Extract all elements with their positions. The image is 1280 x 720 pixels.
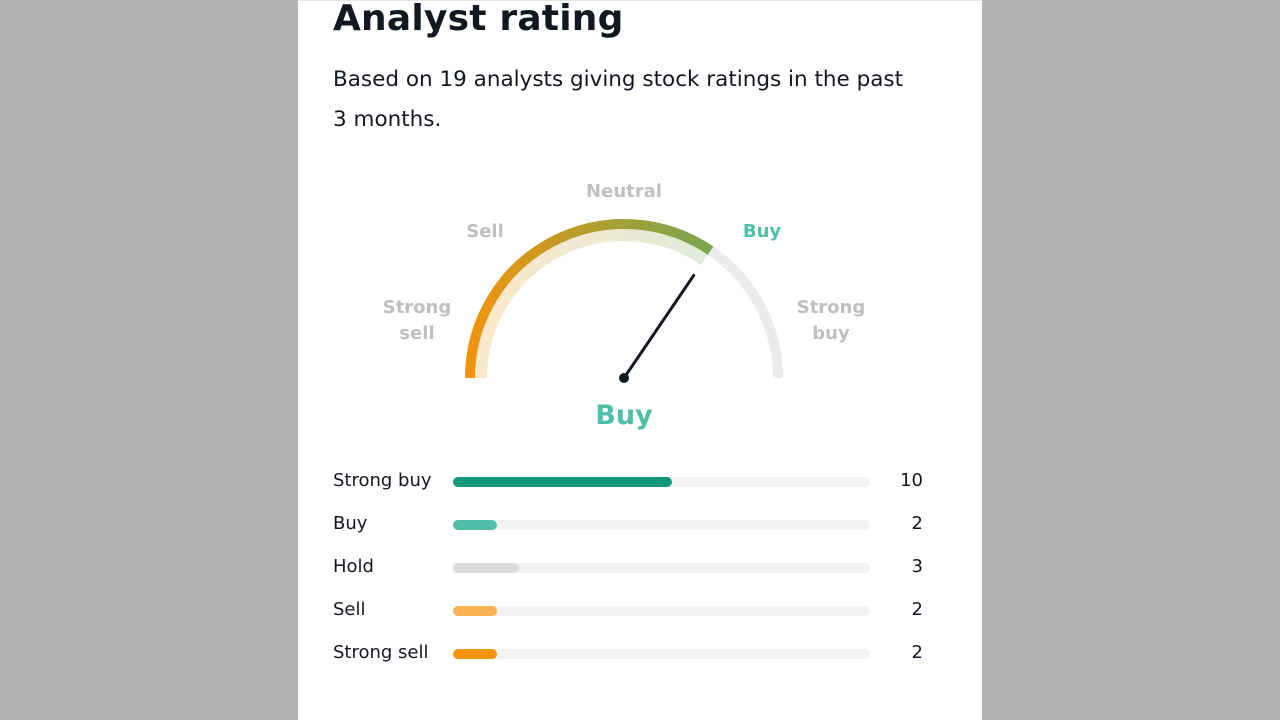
gauge-inner-band [475, 229, 708, 379]
rating-row-count: 2 [911, 642, 923, 663]
widget-subtitle: Based on 19 analysts giving stock rating… [333, 67, 904, 132]
rating-bar-track [453, 606, 870, 616]
rating-gauge: Strong sell Sell Neutral Buy Strong buy … [383, 181, 866, 431]
rating-row-buy: Buy 2 [333, 503, 923, 546]
rating-breakdown: Strong buy 10 Buy 2 Hold 3 Sell 2 Strong sell 2 [333, 460, 923, 675]
gauge-track [465, 219, 783, 379]
rating-bar-track [453, 520, 870, 530]
gauge-label-strong-buy-2: buy [812, 323, 850, 344]
rating-bar-track [453, 563, 870, 573]
gauge-label-strong-sell-2: sell [399, 323, 434, 344]
rating-row-count: 2 [911, 513, 923, 534]
rating-row-label: Buy [333, 513, 368, 534]
rating-row-count: 3 [911, 556, 923, 577]
rating-row-count: 2 [911, 599, 923, 620]
rating-row-label: Hold [333, 556, 374, 577]
widget-title: Analyst rating [333, 0, 624, 39]
gauge-label-strong-sell-1: Strong [383, 297, 452, 318]
rating-bar-fill [453, 606, 497, 616]
rating-row-sell: Sell 2 [333, 589, 923, 632]
analyst-rating-card: Analyst rating Based on 19 analysts givi… [298, 0, 982, 720]
rating-row-hold: Hold 3 [333, 546, 923, 589]
gauge-progress-arc [465, 219, 714, 379]
rating-row-count: 10 [900, 470, 923, 491]
gauge-label-strong-buy-1: Strong [797, 297, 866, 318]
gauge-label-buy: Buy [743, 221, 782, 242]
gauge-label-neutral: Neutral [586, 181, 662, 202]
gauge-needle-hub [619, 373, 629, 383]
gauge-result-label: Buy [595, 400, 653, 431]
gauge-needle [622, 273, 696, 380]
rating-bar-fill [453, 649, 497, 659]
rating-row-strong-buy: Strong buy 10 [333, 460, 923, 503]
rating-row-label: Sell [333, 599, 366, 620]
rating-bar-fill [453, 563, 519, 573]
rating-row-label: Strong buy [333, 470, 432, 491]
rating-bar-track [453, 477, 870, 487]
rating-row-strong-sell: Strong sell 2 [333, 632, 923, 675]
gauge-label-sell: Sell [466, 221, 504, 242]
card-divider [298, 0, 982, 1]
rating-bar-track [453, 649, 870, 659]
rating-row-label: Strong sell [333, 642, 429, 663]
rating-bar-fill [453, 520, 497, 530]
rating-bar-fill [453, 477, 673, 487]
